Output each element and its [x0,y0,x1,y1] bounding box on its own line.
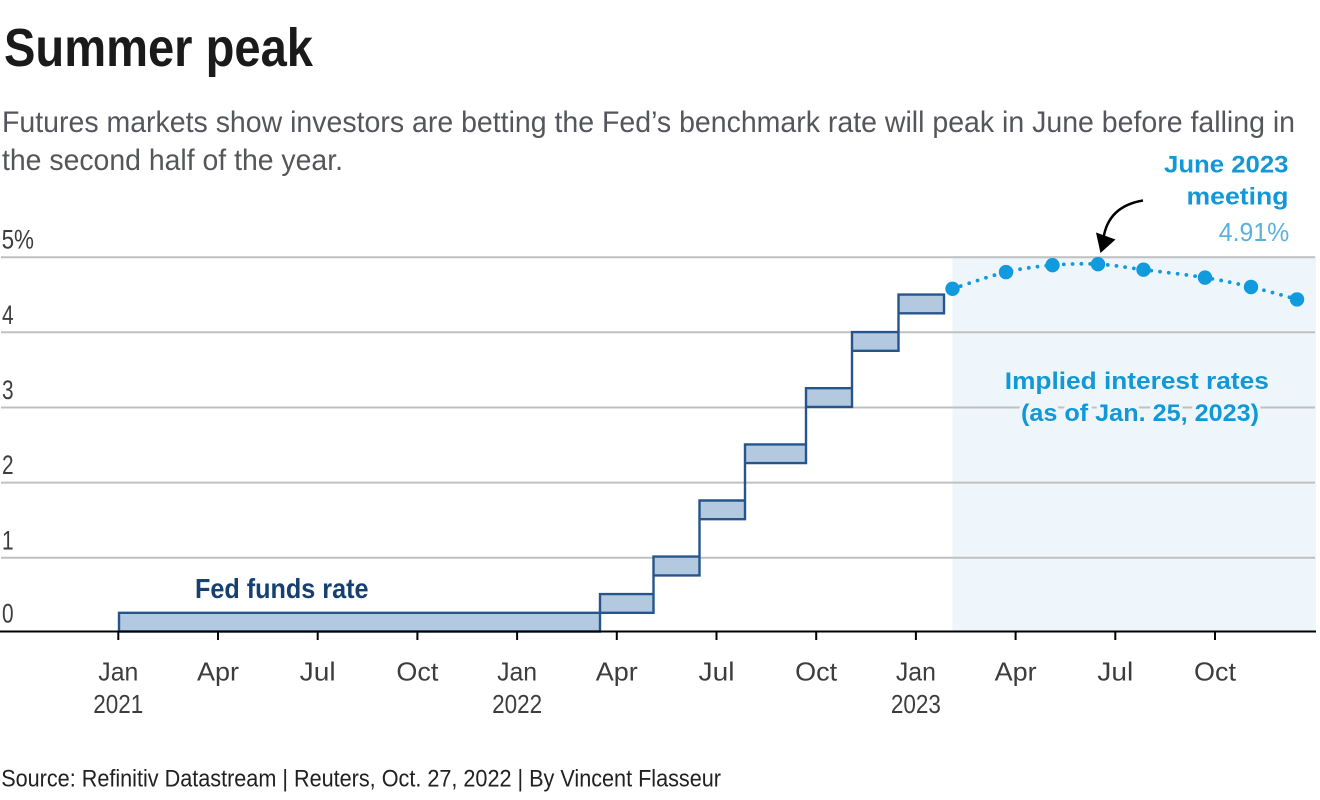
svg-text:Jan: Jan [896,657,936,687]
svg-text:Apr: Apr [995,657,1037,687]
svg-text:Oct: Oct [1194,657,1237,687]
svg-text:Source: Refinitiv Datastream |: Source: Refinitiv Datastream | Reuters, … [1,766,721,793]
svg-text:5%: 5% [2,225,34,255]
svg-text:the second half of the year.: the second half of the year. [2,144,343,177]
svg-text:Jan: Jan [497,657,537,687]
svg-text:2: 2 [2,450,14,480]
svg-text:4.91%: 4.91% [1219,217,1290,247]
svg-text:2021: 2021 [93,689,143,719]
svg-text:2022: 2022 [492,689,542,719]
svg-text:0: 0 [2,599,14,629]
svg-text:Apr: Apr [596,657,638,687]
svg-text:2023: 2023 [891,689,941,719]
svg-text:June 2023: June 2023 [1164,152,1289,179]
svg-text:Jul: Jul [1097,657,1133,687]
svg-text:Implied interest rates: Implied interest rates [1005,368,1269,395]
svg-text:meeting: meeting [1187,184,1289,211]
svg-text:Jul: Jul [300,657,336,687]
svg-text:Apr: Apr [197,657,239,687]
svg-text:Oct: Oct [396,657,439,687]
svg-text:Summer peak: Summer peak [4,18,314,78]
svg-text:1: 1 [2,525,14,555]
svg-text:(as of Jan. 25, 2023): (as of Jan. 25, 2023) [1021,400,1259,427]
svg-text:Oct: Oct [795,657,838,687]
svg-text:3: 3 [2,375,14,405]
svg-text:Jul: Jul [699,657,735,687]
svg-text:Jan: Jan [98,657,138,687]
svg-text:Fed funds rate: Fed funds rate [195,573,369,604]
svg-text:4: 4 [2,300,14,330]
svg-text:Futures markets show investors: Futures markets show investors are betti… [2,106,1295,139]
